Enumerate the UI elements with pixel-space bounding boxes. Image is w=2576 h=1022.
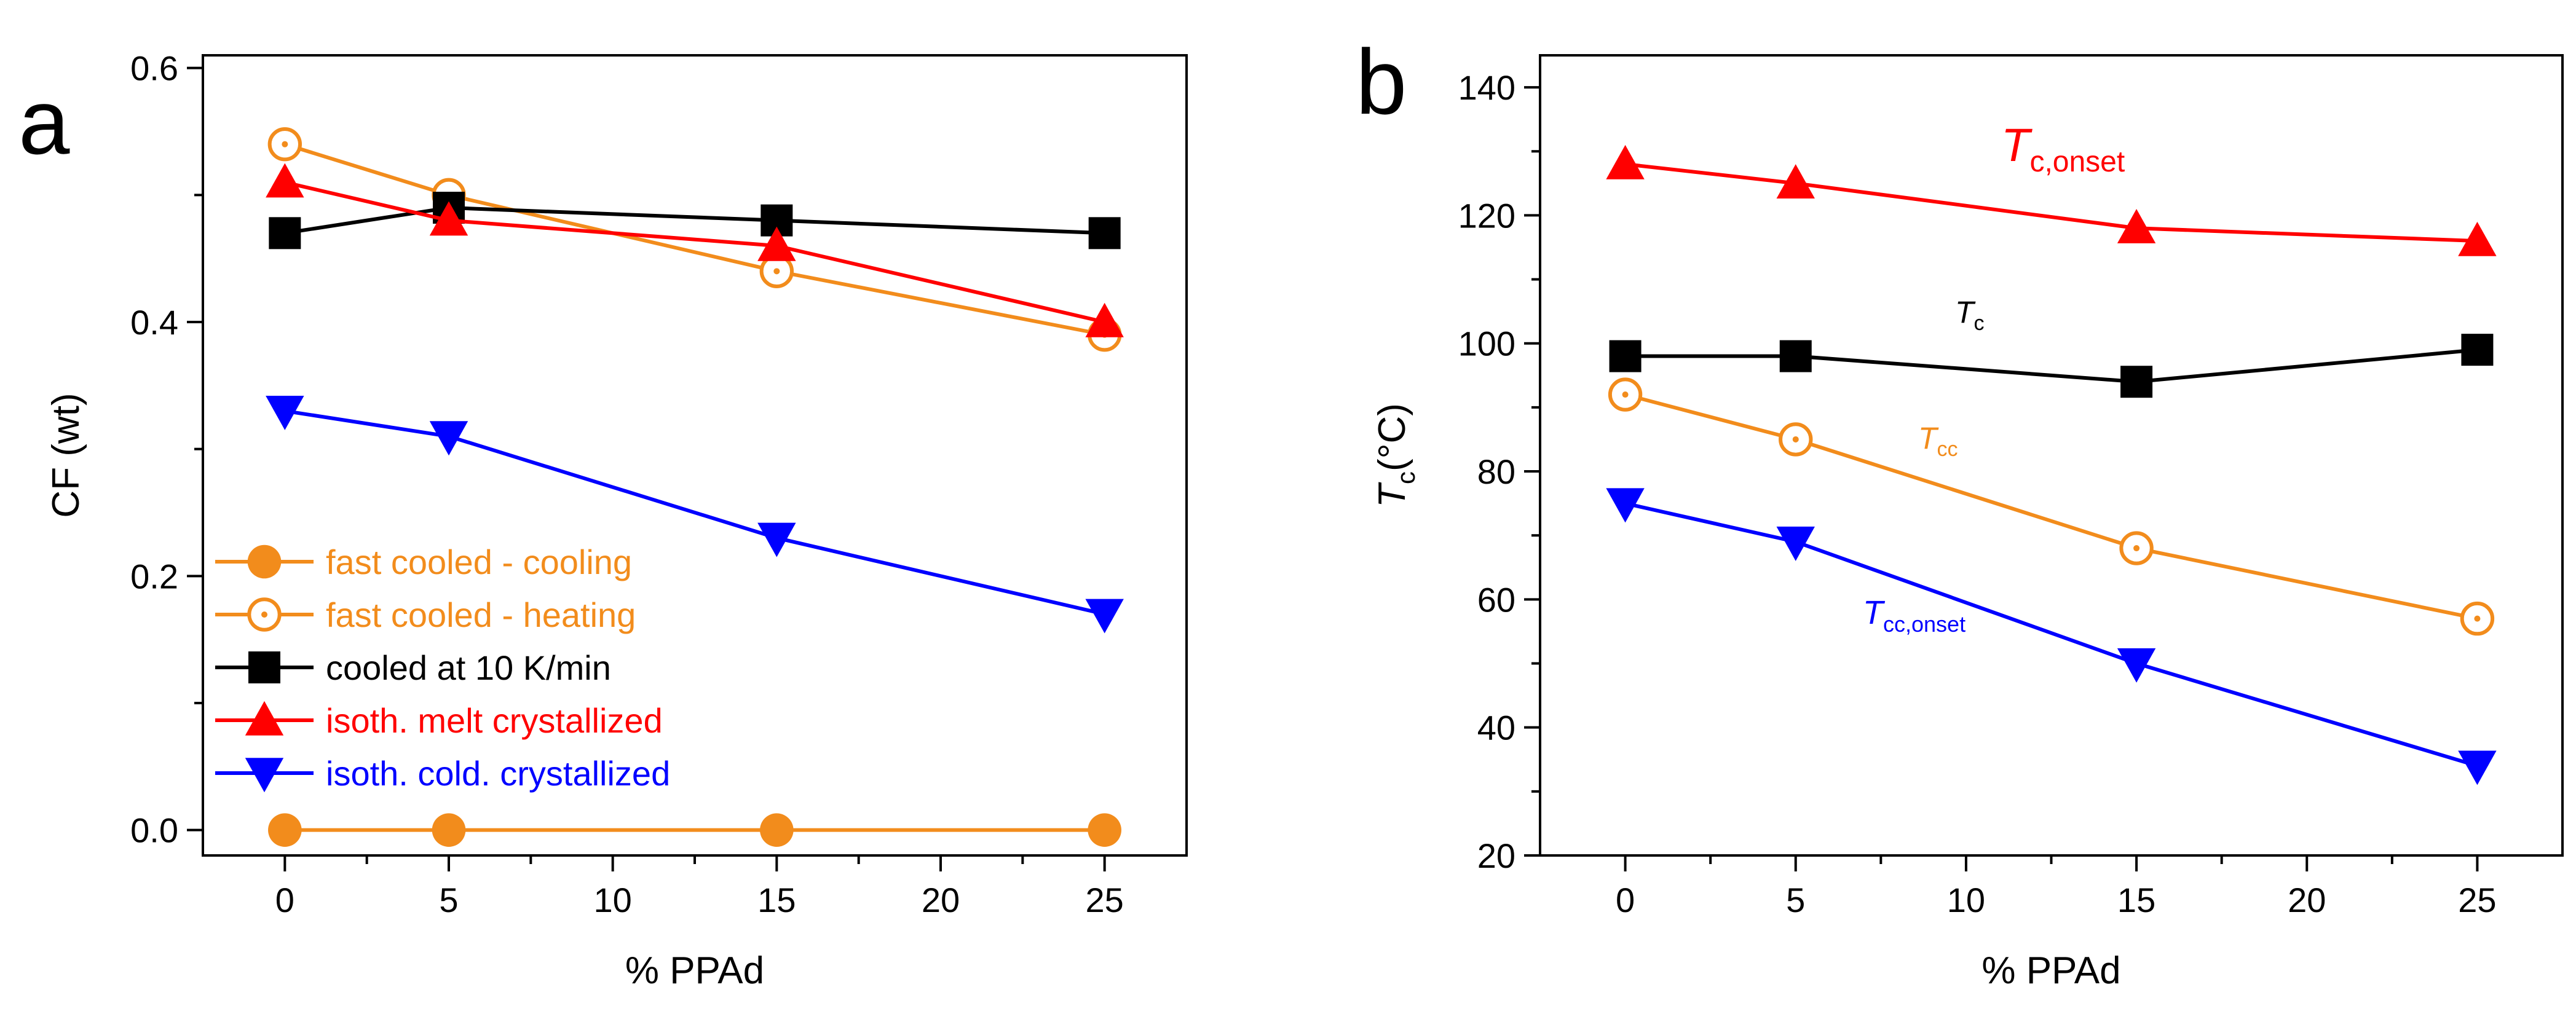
data-point-tcc xyxy=(2119,531,2154,565)
series-line-isoth-cold-crystallized xyxy=(284,409,1105,616)
data-point-cooled-at-10-k-min xyxy=(269,217,301,250)
legend-marker-fast-cooled-cooling xyxy=(247,544,282,579)
data-point-fast-cooled-cooling xyxy=(268,813,302,847)
data-point-fast-cooled-cooling xyxy=(1088,813,1121,847)
data-point-tc-onset xyxy=(2117,209,2156,243)
legend-label: fast cooled - heating xyxy=(326,596,636,634)
series-annotation-tc-onset: Tc,onset xyxy=(2001,119,2125,178)
data-point-tcc-onset xyxy=(2458,750,2497,785)
legend: fast cooled - cooling fast cooled - heati… xyxy=(215,543,670,793)
series-tcc xyxy=(1608,377,2495,636)
data-point-tc-onset xyxy=(1776,164,1815,199)
data-point-isoth-cold-crystallized xyxy=(429,421,468,456)
y-tick-label-b: 140 xyxy=(1458,68,1515,107)
series-line-cooled-at-10-k-min xyxy=(284,205,1105,235)
panel-label-b: b xyxy=(1356,30,1407,133)
y-tick-label-a: 0.6 xyxy=(130,49,178,88)
legend-label: fast cooled - cooling xyxy=(326,543,632,581)
series-line-tc xyxy=(1625,348,2478,384)
x-tick-label-a: 0 xyxy=(275,881,294,919)
y-axis-title-a: CF (wt) xyxy=(45,393,87,517)
series-line-isoth-melt-crystallized xyxy=(284,180,1105,324)
series-isoth-cold-crystallized xyxy=(266,395,1124,634)
x-tick-label-a: 20 xyxy=(922,881,960,919)
data-point-tcc xyxy=(1779,422,1813,457)
x-tick-label-b: 10 xyxy=(1947,881,1985,919)
series-line-tc-onset xyxy=(1625,162,2478,243)
data-point-tc xyxy=(1779,340,1812,372)
data-point-isoth-melt-crystallized xyxy=(757,226,796,261)
data-point-tcc xyxy=(1608,377,1643,412)
x-axis-title-b: % PPAd xyxy=(1981,949,2120,992)
series-line-tcc-onset xyxy=(1624,501,2478,768)
series-isoth-melt-crystallized xyxy=(266,163,1124,337)
legend-item-fast-cooled-cooling: fast cooled - cooling xyxy=(215,543,632,581)
x-tick-label-b: 0 xyxy=(1616,881,1635,919)
y-tick-label-b: 80 xyxy=(1477,452,1515,491)
x-tick-label-a: 5 xyxy=(439,881,458,919)
legend-marker-isoth-melt-crystallized xyxy=(245,701,284,736)
y-tick-label-a: 0.2 xyxy=(130,557,178,596)
legend-label: cooled at 10 K/min xyxy=(326,648,611,687)
x-tick-label-a: 15 xyxy=(757,881,796,919)
data-point-cooled-at-10-k-min xyxy=(1088,217,1121,250)
data-point-isoth-melt-crystallized xyxy=(1085,302,1124,337)
legend-label: isoth. cold. crystallized xyxy=(326,754,670,793)
data-point-tcc-onset xyxy=(1606,488,1645,523)
y-tick-label-b: 120 xyxy=(1458,196,1515,235)
data-point-isoth-melt-crystallized xyxy=(429,201,468,236)
data-point-tcc-onset xyxy=(2117,648,2156,683)
data-point-tcc-onset xyxy=(1776,526,1815,561)
y-axis-title-b: Tc(°C) xyxy=(1371,403,1420,508)
series-annotation-tcc-onset: Tcc,onset xyxy=(1863,594,1966,637)
y-tick-label-a: 0.4 xyxy=(130,303,178,342)
panel-label-a: a xyxy=(18,70,70,173)
chart-panel-a: 0 5 10 15 20 25 0.0 0.2 0.4 0.6 % PPAd CF (wt) fast … xyxy=(45,49,1188,992)
y-tick-label-a: 0.0 xyxy=(130,811,178,850)
y-tick-label-b: 60 xyxy=(1477,580,1515,619)
data-point-tc-onset xyxy=(2458,221,2497,256)
x-tick-label-a: 10 xyxy=(594,881,632,919)
data-point-tc xyxy=(2461,334,2494,366)
data-point-isoth-cold-crystallized xyxy=(266,395,304,430)
data-point-fast-cooled-cooling xyxy=(432,813,466,847)
x-tick-label-b: 5 xyxy=(1786,881,1805,919)
x-axis-title-a: % PPAd xyxy=(625,949,764,992)
data-point-tcc xyxy=(2460,601,2495,636)
series-tcc-onset xyxy=(1606,488,2497,785)
data-point-isoth-cold-crystallized xyxy=(757,522,796,557)
x-tick-label-b: 25 xyxy=(2458,881,2496,919)
series-line-tcc xyxy=(1624,393,2478,621)
legend-marker-cooled-at-10-k-min xyxy=(248,651,280,683)
y-tick-label-b: 100 xyxy=(1458,324,1515,363)
chart-panel-b: 0 5 10 15 20 25 20 40 60 80 100 120 140 % PPAd Tc(°C) T… xyxy=(1371,54,2564,992)
legend-marker-fast-cooled-heating xyxy=(247,597,282,632)
data-point-fast-cooled-heating xyxy=(267,127,302,162)
y-tick-label-b: 40 xyxy=(1477,709,1515,747)
legend-marker-isoth-cold-crystallized xyxy=(245,758,284,793)
data-point-fast-cooled-cooling xyxy=(760,813,794,847)
series-annotation-tcc: Tcc xyxy=(1918,421,1958,461)
data-point-isoth-melt-crystallized xyxy=(266,163,304,198)
series-tc xyxy=(1609,334,2494,398)
legend-item-fast-cooled-heating: fast cooled - heating xyxy=(215,596,636,634)
data-point-isoth-cold-crystallized xyxy=(1085,599,1124,634)
legend-label: isoth. melt crystallized xyxy=(326,701,663,740)
legend-item-cooled-at-10-k-min: cooled at 10 K/min xyxy=(215,648,611,687)
legend-item-isoth-cold-crystallized: isoth. cold. crystallized xyxy=(215,754,670,793)
series-tc-onset xyxy=(1606,144,2497,256)
y-tick-label-b: 20 xyxy=(1477,836,1515,875)
x-tick-label-b: 15 xyxy=(2117,881,2155,919)
data-point-tc xyxy=(1609,340,1642,372)
data-point-tc xyxy=(2120,366,2153,398)
x-tick-label-a: 25 xyxy=(1086,881,1124,919)
series-annotation-tc: Tc xyxy=(1955,295,1985,335)
x-tick-label-b: 20 xyxy=(2288,881,2326,919)
series-fast-cooled-cooling xyxy=(268,813,1121,847)
data-point-tc-onset xyxy=(1606,144,1645,179)
legend-item-isoth-melt-crystallized: isoth. melt crystallized xyxy=(215,701,663,740)
